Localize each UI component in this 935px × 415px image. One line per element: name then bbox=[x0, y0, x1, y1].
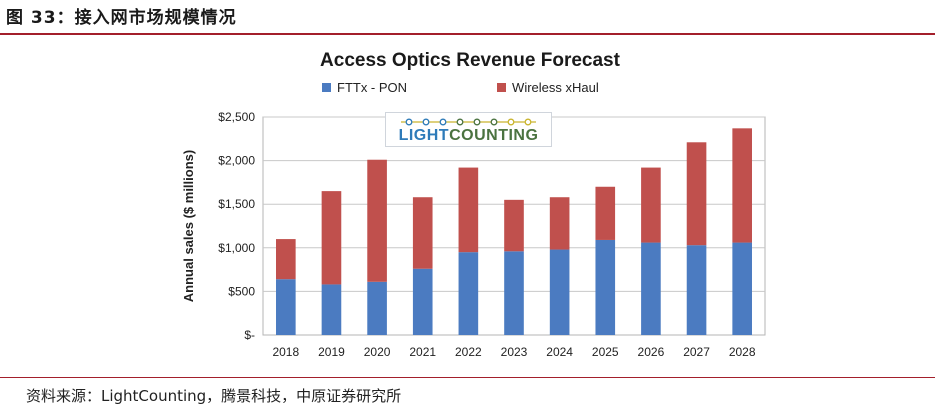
legend-label-fttx: FTTx - PON bbox=[337, 80, 408, 95]
legend-item-fttx: FTTx - PON bbox=[322, 80, 407, 95]
bar-segment-fttx bbox=[549, 249, 570, 335]
y-axis-label: Annual sales ($ millions) bbox=[181, 150, 196, 302]
bar-segment-wireless bbox=[504, 199, 524, 252]
logo-wordmark: LIGHTCOUNTING bbox=[386, 127, 551, 145]
bar-segment-fttx bbox=[504, 251, 524, 335]
x-tick-label: 2027 bbox=[683, 345, 710, 359]
bar-segment-wireless bbox=[549, 197, 570, 250]
y-tick-label: $2,000 bbox=[218, 154, 255, 168]
legend-item-wireless: Wireless xHaul bbox=[497, 80, 599, 95]
bar-segment-wireless bbox=[367, 159, 387, 282]
bar-segment-wireless bbox=[595, 186, 616, 240]
logo-text-light: LIGHT bbox=[398, 127, 450, 144]
bar-segment-wireless bbox=[276, 239, 296, 280]
bar-segment-fttx bbox=[367, 281, 387, 335]
x-tick-label: 2024 bbox=[546, 345, 573, 359]
x-tick-label: 2023 bbox=[501, 345, 528, 359]
y-tick-label: $500 bbox=[228, 284, 255, 298]
y-tick-label: $1,000 bbox=[218, 241, 255, 255]
x-tick-label: 2028 bbox=[729, 345, 756, 359]
logo-text-counting: COUNTING bbox=[449, 127, 539, 144]
top-rule bbox=[0, 33, 935, 35]
bottom-rule bbox=[0, 377, 935, 378]
x-tick-label: 2021 bbox=[409, 345, 436, 359]
legend-swatch-fttx bbox=[322, 83, 331, 92]
legend-swatch-wireless bbox=[497, 83, 507, 92]
figure-title: 图 33：接入网市场规模情况 bbox=[6, 8, 237, 28]
bar-segment-fttx bbox=[321, 284, 342, 335]
chart-legend: FTTx - PON Wireless xHaul bbox=[322, 80, 599, 95]
bar-segment-wireless bbox=[321, 191, 342, 285]
x-tick-label: 2018 bbox=[272, 345, 299, 359]
x-tick-label: 2026 bbox=[638, 345, 665, 359]
lightcounting-logo: LIGHTCOUNTING bbox=[385, 112, 552, 147]
bar-segment-fttx bbox=[732, 242, 752, 335]
y-tick-label: $- bbox=[244, 328, 255, 342]
bar-segment-fttx bbox=[641, 242, 661, 335]
bar-segment-wireless bbox=[412, 197, 433, 269]
x-tick-label: 2025 bbox=[592, 345, 619, 359]
legend-label-wireless: Wireless xHaul bbox=[512, 80, 599, 95]
bar-segment-wireless bbox=[732, 128, 752, 243]
figure-source: 资料来源：LightCounting，腾景科技，中原证券研究所 bbox=[26, 387, 402, 405]
bar-segment-fttx bbox=[412, 268, 433, 335]
x-tick-label: 2022 bbox=[455, 345, 482, 359]
bar-segment-fttx bbox=[595, 239, 616, 335]
bar-segment-wireless bbox=[686, 142, 707, 246]
logo-dots-icon bbox=[401, 118, 536, 126]
bar-segment-fttx bbox=[686, 245, 707, 335]
x-tick-label: 2020 bbox=[364, 345, 391, 359]
y-tick-label: $1,500 bbox=[218, 197, 255, 211]
y-tick-label: $2,500 bbox=[218, 110, 255, 124]
bar-segment-wireless bbox=[641, 167, 661, 243]
chart-title: Access Optics Revenue Forecast bbox=[320, 50, 620, 71]
x-tick-label: 2019 bbox=[318, 345, 345, 359]
bar-segment-wireless bbox=[458, 167, 479, 253]
bar-segment-fttx bbox=[276, 279, 296, 335]
bar-segment-fttx bbox=[458, 252, 479, 335]
